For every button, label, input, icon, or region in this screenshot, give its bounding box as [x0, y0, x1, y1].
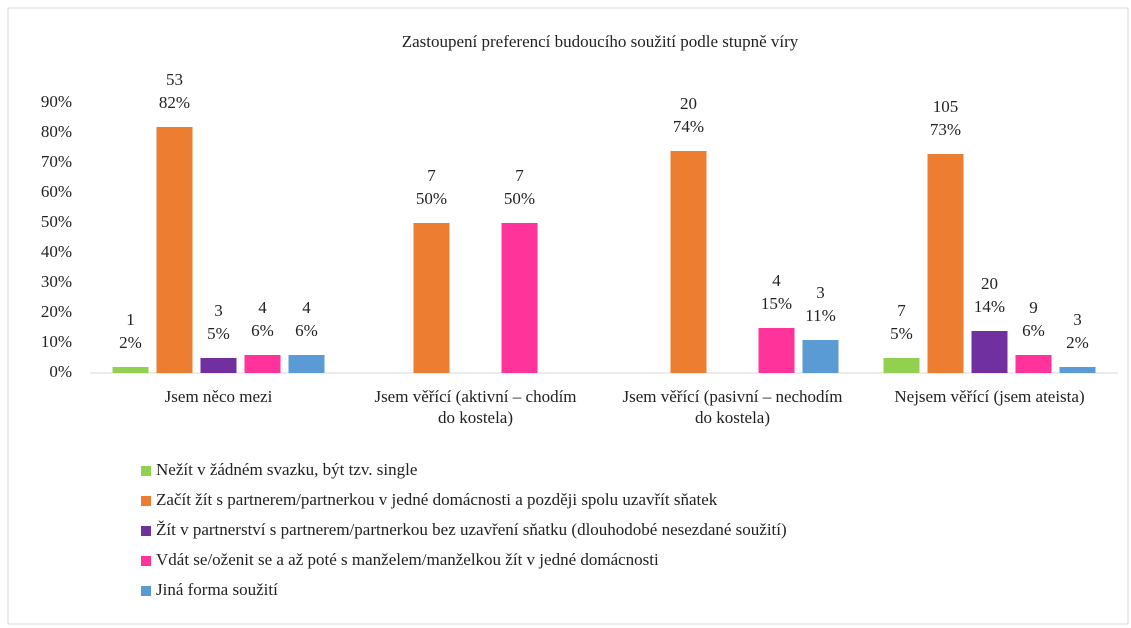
bar [244, 355, 281, 373]
bar [1015, 355, 1052, 373]
legend-label: Jiná forma soužití [156, 580, 278, 599]
data-label: 2% [1066, 333, 1089, 352]
bar [670, 151, 707, 373]
legend-label: Nežít v žádném svazku, být tzv. single [156, 460, 417, 479]
bar [112, 367, 149, 373]
legend-swatch [141, 466, 151, 476]
legend-label: Začít žít s partnerem/partnerkou v jedné… [156, 490, 718, 509]
y-tick-label: 70% [41, 152, 72, 171]
bar [156, 127, 193, 373]
y-tick-label: 0% [49, 362, 72, 381]
y-tick-label: 90% [41, 92, 72, 111]
data-label-count: 4 [258, 298, 267, 317]
data-label-count: 3 [214, 301, 223, 320]
legend-swatch [141, 496, 151, 506]
data-label-count: 20 [981, 274, 998, 293]
bar [802, 340, 839, 373]
x-tick-label: Jsem něco mezi [164, 387, 273, 406]
data-label-count: 7 [897, 301, 906, 320]
data-label-count: 9 [1029, 298, 1038, 317]
bar [413, 223, 450, 373]
data-label: 73% [930, 120, 961, 139]
bar [883, 358, 920, 373]
data-label-count: 7 [515, 166, 524, 185]
bar [200, 358, 237, 373]
legend-swatch [141, 586, 151, 596]
data-label: 82% [159, 93, 190, 112]
legend-swatch [141, 556, 151, 566]
data-label: 50% [504, 189, 535, 208]
y-tick-label: 50% [41, 212, 72, 231]
data-label: 2% [119, 333, 142, 352]
y-tick-label: 20% [41, 302, 72, 321]
data-label-count: 3 [1073, 310, 1082, 329]
bar [758, 328, 795, 373]
data-label-count: 4 [772, 271, 781, 290]
data-label: 6% [1022, 321, 1045, 340]
data-label: 6% [295, 321, 318, 340]
data-label: 74% [673, 117, 704, 136]
data-label: 6% [251, 321, 274, 340]
y-tick-label: 40% [41, 242, 72, 261]
data-label: 11% [805, 306, 836, 325]
y-tick-label: 80% [41, 122, 72, 141]
y-tick-label: 60% [41, 182, 72, 201]
data-label: 15% [761, 294, 792, 313]
y-tick-label: 30% [41, 272, 72, 291]
x-tick-label: Jsem věřící (pasivní – nechodím do koste… [622, 387, 843, 427]
x-tick-label: Nejsem věřící (jsem ateista) [894, 387, 1085, 406]
legend-label: Žít v partnerství s partnerem/partnerkou… [156, 520, 787, 539]
data-label: 5% [890, 324, 913, 343]
data-label-count: 53 [166, 70, 183, 89]
data-label-count: 105 [933, 97, 959, 116]
bar [927, 154, 964, 373]
bar [971, 331, 1008, 373]
bar [1059, 367, 1096, 373]
legend-swatch [141, 526, 151, 536]
bar [501, 223, 538, 373]
data-label-count: 1 [126, 310, 135, 329]
data-label-count: 4 [302, 298, 311, 317]
chart-title: Zastoupení preferencí budoucího soužití … [402, 32, 799, 51]
x-tick-label: Jsem věřící (aktivní – chodím do kostela… [374, 387, 577, 427]
data-label-count: 7 [427, 166, 436, 185]
data-label: 14% [974, 297, 1005, 316]
data-label-count: 3 [816, 283, 825, 302]
data-label: 50% [416, 189, 447, 208]
bar [288, 355, 325, 373]
data-label: 5% [207, 324, 230, 343]
y-tick-label: 10% [41, 332, 72, 351]
legend-label: Vdát se/oženit se a až poté s manželem/m… [156, 550, 659, 569]
data-label-count: 20 [680, 94, 697, 113]
